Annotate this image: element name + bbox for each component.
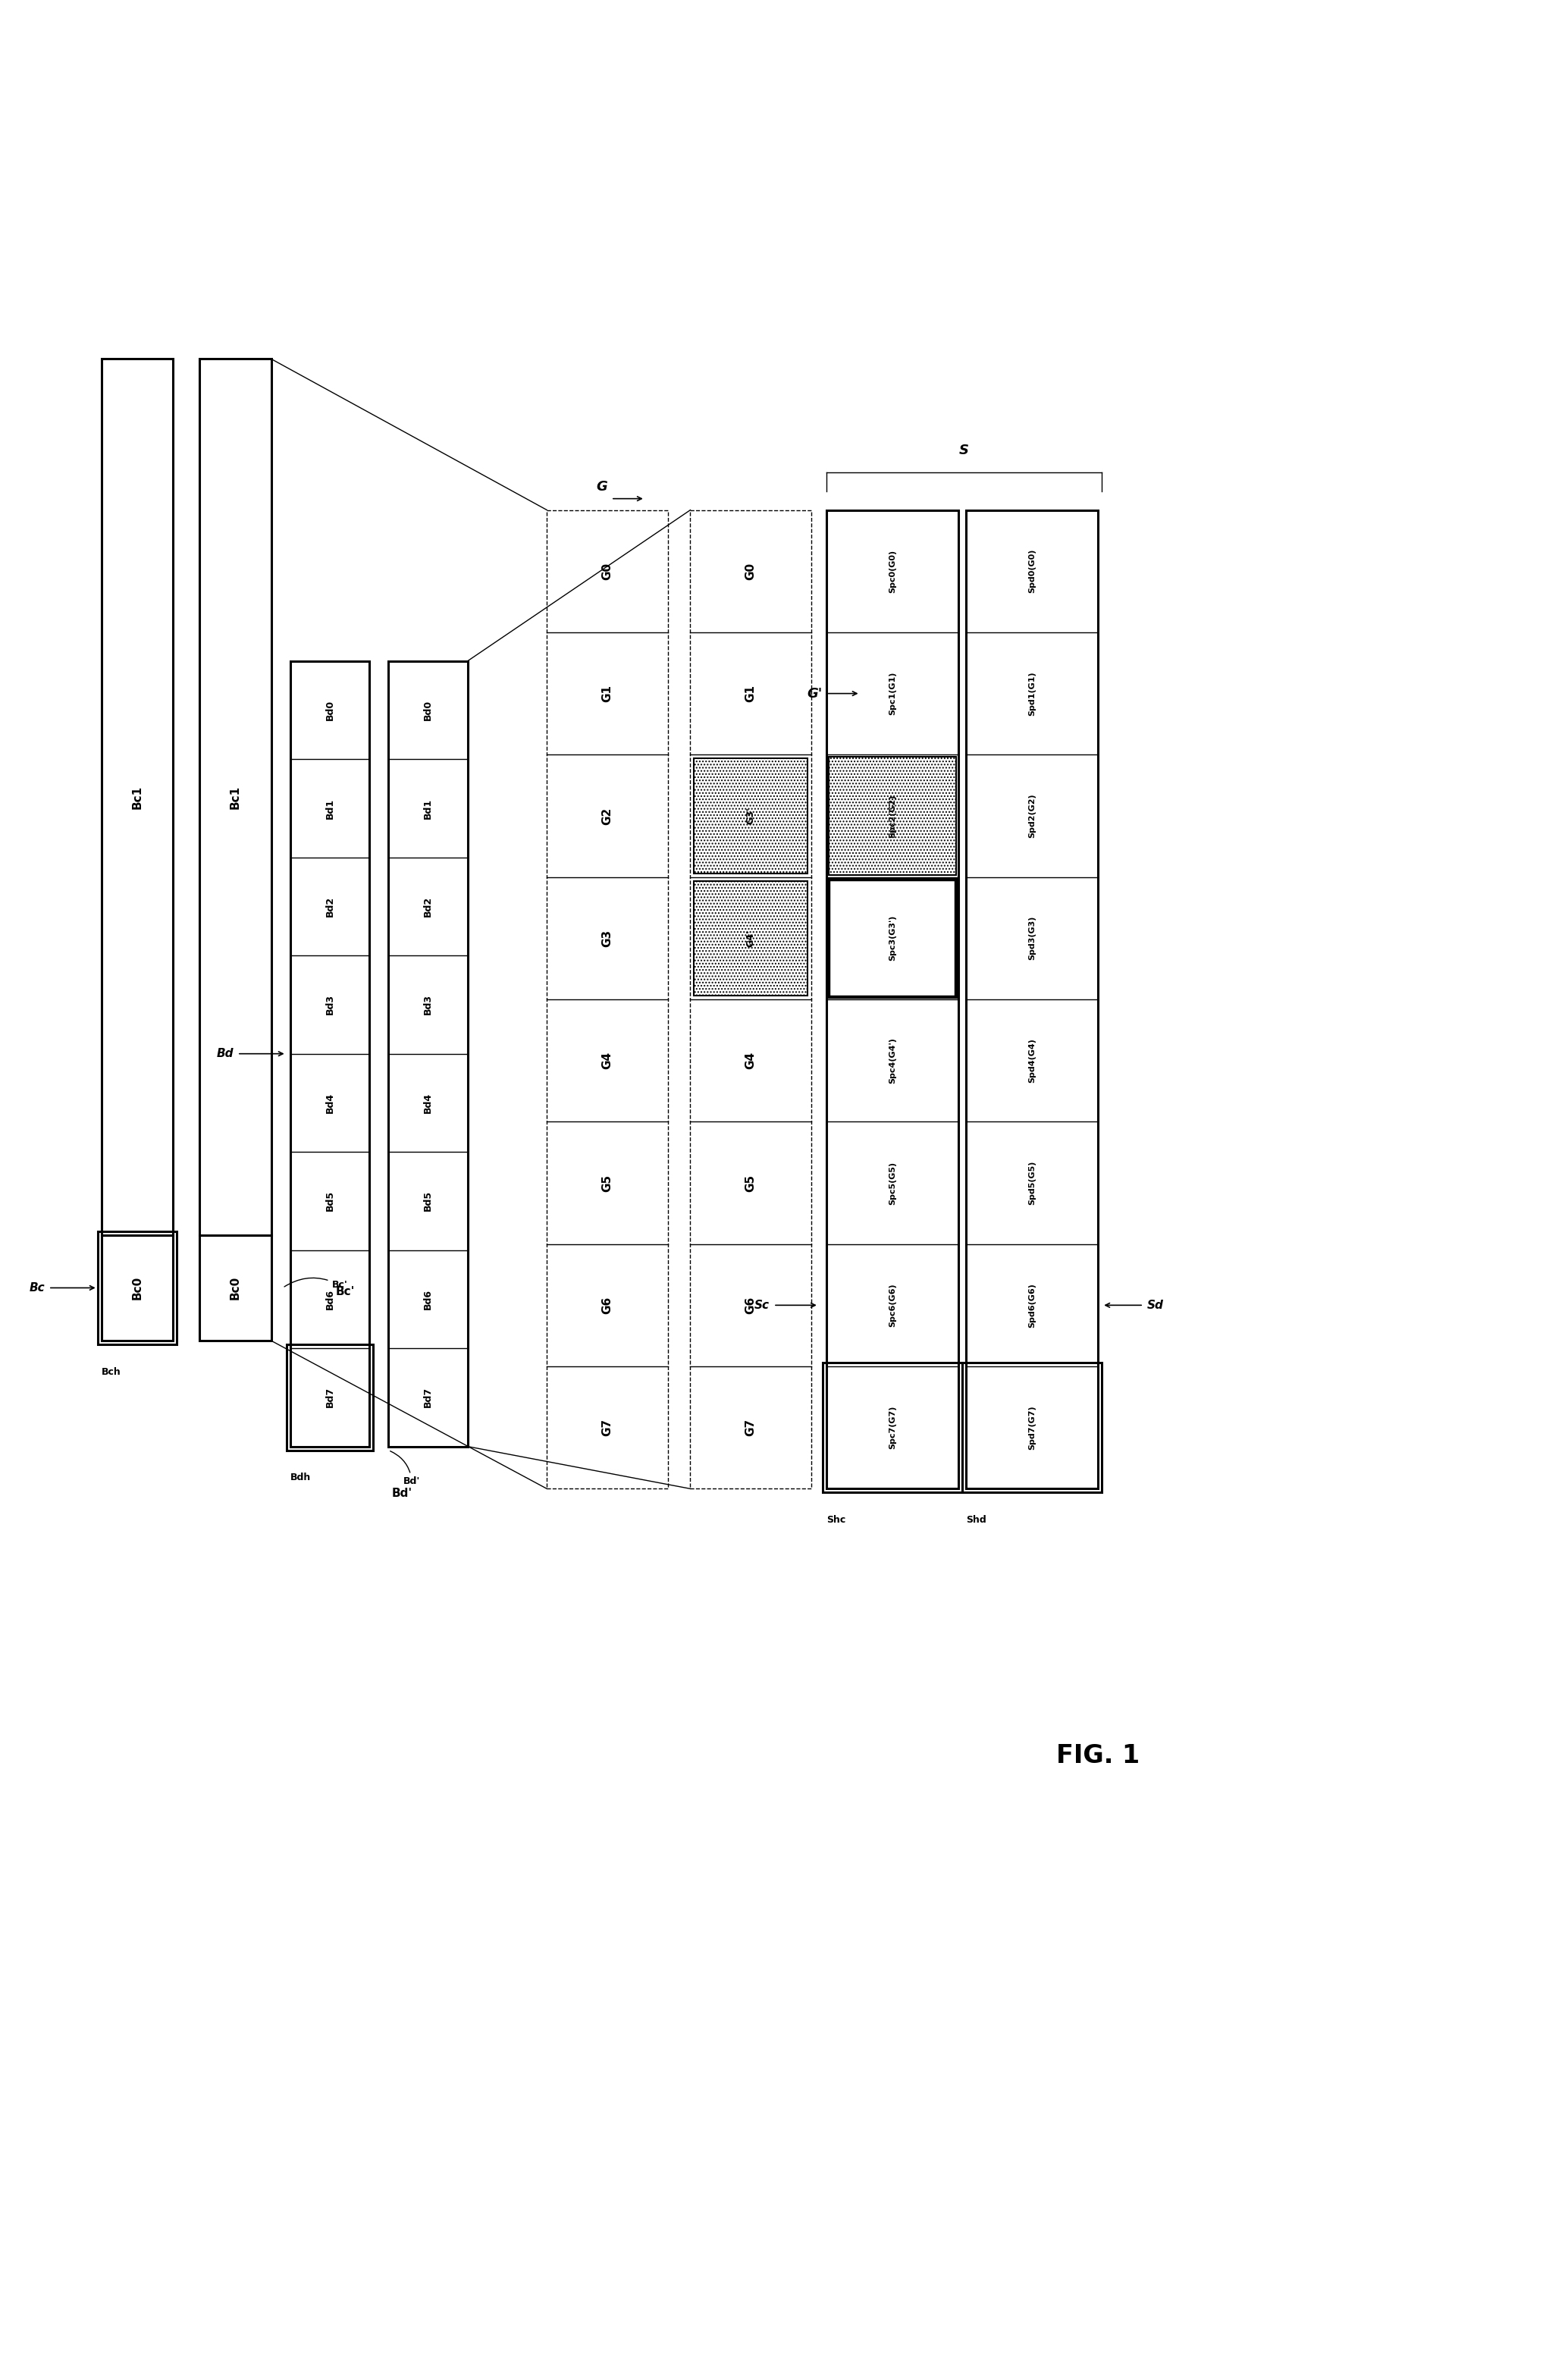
Text: Bd5: Bd5 bbox=[423, 1190, 433, 1211]
Text: Bd2: Bd2 bbox=[423, 896, 433, 918]
Text: Spd2(G2): Spd2(G2) bbox=[1029, 795, 1036, 837]
Text: G5: G5 bbox=[745, 1173, 756, 1192]
Text: G5: G5 bbox=[602, 1173, 613, 1192]
Text: Bd1: Bd1 bbox=[423, 797, 433, 818]
Text: G0: G0 bbox=[745, 563, 756, 579]
Text: Spd7(G7): Spd7(G7) bbox=[1029, 1405, 1036, 1450]
Text: G3': G3' bbox=[746, 806, 756, 825]
Text: S: S bbox=[960, 445, 969, 456]
Text: Spc4(G4'): Spc4(G4') bbox=[889, 1038, 897, 1083]
Text: Bd7: Bd7 bbox=[423, 1386, 433, 1407]
Bar bbox=[828, 880, 956, 998]
Text: Bc0: Bc0 bbox=[229, 1277, 241, 1301]
Text: G0: G0 bbox=[602, 563, 613, 579]
Text: Bd3: Bd3 bbox=[325, 993, 334, 1015]
Text: Bc': Bc' bbox=[336, 1287, 354, 1298]
Text: Bd4: Bd4 bbox=[423, 1093, 433, 1114]
Text: Spd4(G4): Spd4(G4) bbox=[1029, 1038, 1036, 1083]
Text: G3: G3 bbox=[602, 929, 613, 946]
Text: Shd: Shd bbox=[966, 1516, 986, 1525]
Text: Spc5(G5): Spc5(G5) bbox=[889, 1161, 897, 1204]
Bar bbox=[199, 359, 271, 1235]
Text: Bd7: Bd7 bbox=[325, 1386, 334, 1407]
Text: Shc: Shc bbox=[826, 1516, 845, 1525]
Bar bbox=[963, 1362, 1102, 1492]
Text: Bd: Bd bbox=[216, 1048, 234, 1060]
Text: Spc3(G3'): Spc3(G3') bbox=[889, 915, 897, 960]
Bar bbox=[389, 662, 467, 1447]
Text: G4: G4 bbox=[745, 1052, 756, 1069]
Text: Bd6: Bd6 bbox=[325, 1289, 334, 1310]
Text: Bd3: Bd3 bbox=[423, 993, 433, 1015]
Bar bbox=[547, 511, 668, 1488]
Text: Bc1: Bc1 bbox=[132, 785, 143, 809]
Text: Bc: Bc bbox=[30, 1282, 45, 1294]
Text: Spd5(G5): Spd5(G5) bbox=[1029, 1161, 1036, 1206]
Text: Spc1(G1): Spc1(G1) bbox=[889, 672, 897, 714]
Text: G6: G6 bbox=[602, 1296, 613, 1315]
Bar bbox=[97, 1232, 177, 1343]
Text: G: G bbox=[596, 480, 607, 494]
Text: Bd0: Bd0 bbox=[325, 700, 334, 721]
Text: G6: G6 bbox=[745, 1296, 756, 1315]
Text: G1: G1 bbox=[745, 686, 756, 702]
Text: Spd3(G3): Spd3(G3) bbox=[1029, 915, 1036, 960]
Text: Bd6: Bd6 bbox=[423, 1289, 433, 1310]
Text: Spc2(G2): Spc2(G2) bbox=[889, 795, 897, 837]
Text: Bd4: Bd4 bbox=[325, 1093, 334, 1114]
Text: Bd0: Bd0 bbox=[423, 700, 433, 721]
Text: Bc1: Bc1 bbox=[229, 785, 241, 809]
Text: Spc6(G6): Spc6(G6) bbox=[889, 1284, 897, 1327]
Text: Bc0: Bc0 bbox=[132, 1277, 143, 1301]
Text: Spc7(G7): Spc7(G7) bbox=[889, 1405, 897, 1450]
Text: Bdh: Bdh bbox=[290, 1473, 310, 1483]
Bar bbox=[102, 1235, 172, 1341]
Text: Bd2: Bd2 bbox=[325, 896, 334, 918]
Text: Sd: Sd bbox=[1148, 1298, 1163, 1310]
Bar bbox=[826, 511, 958, 1488]
Text: FIG. 1: FIG. 1 bbox=[1057, 1743, 1140, 1769]
Bar bbox=[823, 1362, 963, 1492]
Bar bbox=[695, 880, 808, 996]
Bar bbox=[102, 359, 172, 1235]
Text: Bch: Bch bbox=[102, 1367, 121, 1376]
Bar bbox=[695, 759, 808, 873]
Text: Spc0(G0): Spc0(G0) bbox=[889, 549, 897, 594]
Text: G4: G4 bbox=[602, 1052, 613, 1069]
Text: Bd5: Bd5 bbox=[325, 1190, 334, 1211]
Text: G1: G1 bbox=[602, 686, 613, 702]
Text: G7: G7 bbox=[602, 1419, 613, 1436]
Text: G': G' bbox=[808, 686, 823, 700]
Bar bbox=[690, 511, 811, 1488]
Bar bbox=[828, 757, 956, 875]
Text: G7: G7 bbox=[745, 1419, 756, 1436]
Text: Spd0(G0): Spd0(G0) bbox=[1029, 549, 1036, 594]
Text: G2: G2 bbox=[602, 806, 613, 825]
Text: Sc: Sc bbox=[754, 1298, 770, 1310]
Text: G4': G4' bbox=[746, 929, 756, 946]
Text: Bd': Bd' bbox=[390, 1452, 420, 1488]
Text: Bd1: Bd1 bbox=[325, 797, 334, 818]
Bar bbox=[290, 662, 370, 1447]
Bar bbox=[199, 1235, 271, 1341]
Text: Bd': Bd' bbox=[392, 1488, 412, 1499]
Text: Spd6(G6): Spd6(G6) bbox=[1029, 1282, 1036, 1327]
Bar bbox=[966, 511, 1098, 1488]
Bar bbox=[287, 1343, 373, 1450]
Text: Spd1(G1): Spd1(G1) bbox=[1029, 672, 1036, 717]
Text: Bc': Bc' bbox=[284, 1277, 348, 1291]
